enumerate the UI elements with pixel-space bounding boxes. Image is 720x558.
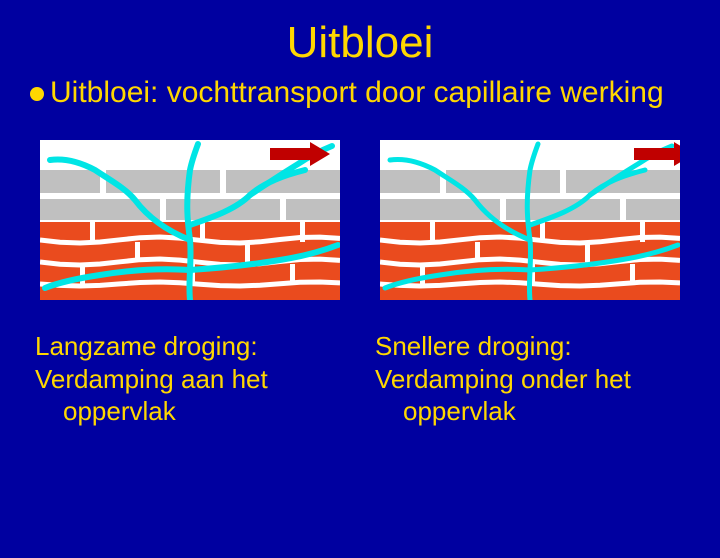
caption-row: Langzame droging: Verdamping aan het opp… <box>0 330 720 428</box>
diagram-row <box>0 140 720 300</box>
caption-right-line1: Snellere droging: <box>375 331 572 361</box>
caption-left-line2: Verdamping aan het <box>35 363 345 396</box>
caption-right: Snellere droging: Verdamping onder het o… <box>375 330 685 428</box>
diagram-right <box>380 140 680 300</box>
bullet-row: Uitbloei: vochttransport door capillaire… <box>30 76 720 110</box>
caption-right-line3: oppervlak <box>403 395 685 428</box>
caption-left-line3: oppervlak <box>63 395 345 428</box>
slide-title: Uitbloei <box>0 18 720 68</box>
bullet-rest: vochttransport door capillaire werking <box>158 76 663 109</box>
caption-left: Langzame droging: Verdamping aan het opp… <box>35 330 345 428</box>
caption-right-line2: Verdamping onder het <box>375 363 685 396</box>
bullet-label: Uitbloei: <box>50 76 158 109</box>
diagram-left <box>40 140 340 300</box>
caption-left-line1: Langzame droging: <box>35 331 258 361</box>
bullet-icon <box>30 87 44 101</box>
